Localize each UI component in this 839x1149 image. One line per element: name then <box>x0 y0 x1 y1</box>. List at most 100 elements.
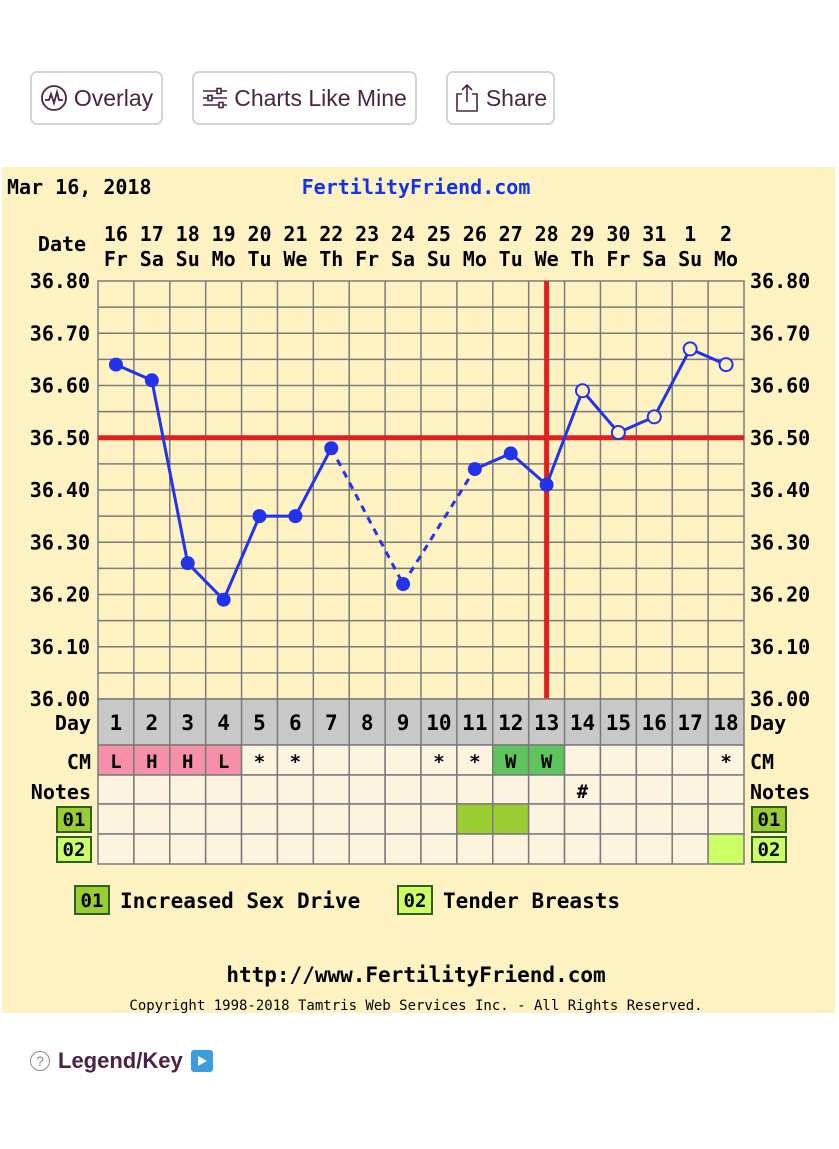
symptom-01-cell <box>204 803 243 835</box>
symptom-01-cell <box>599 803 638 835</box>
cm-cell <box>240 744 279 776</box>
weekday-label: Tu <box>499 247 523 271</box>
weekday-label: Fr <box>606 247 630 271</box>
y-tick-label-right: 36.40 <box>750 478 810 502</box>
symptom-01-cell <box>384 803 422 835</box>
chart-date: Mar 16, 2018 <box>7 175 152 199</box>
sliders-icon <box>202 86 228 110</box>
y-tick-label-left: 36.60 <box>30 374 90 398</box>
notes-cell <box>635 774 673 805</box>
cm-value: * <box>254 751 265 773</box>
cm-value: H <box>182 751 193 773</box>
temp-segment <box>186 562 225 601</box>
symptom-01-cell <box>671 803 709 835</box>
day-number: 15 <box>606 711 631 735</box>
day-number: 17 <box>678 711 703 735</box>
temp-point-open <box>646 409 662 425</box>
y-tick-label-right: 36.70 <box>750 321 810 345</box>
legend-01-code: 01 <box>81 890 104 912</box>
symptom-01-cell <box>312 803 350 835</box>
cm-row-label-right: CM <box>750 750 774 774</box>
date-label: 16 <box>104 222 128 246</box>
weekday-label: Th <box>570 247 594 271</box>
play-icon <box>190 1050 213 1072</box>
symptom-02-cell <box>276 833 315 865</box>
weekday-label: Sa <box>391 247 415 271</box>
weekday-label: Fr <box>104 247 128 271</box>
cm-cell <box>97 744 135 776</box>
cm-cell <box>563 744 602 776</box>
symptom-01-cell <box>456 803 494 835</box>
symptom-01-cell <box>420 803 458 835</box>
notes-cell <box>276 774 315 805</box>
day-number: 16 <box>642 711 667 735</box>
cm-cell <box>707 744 745 776</box>
symptom-02-cell <box>527 833 566 865</box>
legend-key-link[interactable]: ? Legend/Key <box>30 1046 213 1076</box>
temp-point <box>503 446 518 461</box>
notes-cell <box>312 774 350 805</box>
charts-like-mine-button[interactable]: Charts Like Mine <box>192 71 417 125</box>
temp-segment <box>401 468 477 585</box>
date-label: 1 <box>684 222 696 246</box>
notes-cell <box>456 774 494 805</box>
weekday-label: Mo <box>212 247 236 271</box>
y-tick-label-right: 36.80 <box>750 269 810 293</box>
y-tick-label-right: 36.30 <box>750 530 810 554</box>
symptom-02-cell <box>456 833 494 865</box>
y-tick-label-right: 36.00 <box>750 687 810 711</box>
notes-cell <box>527 774 566 805</box>
symptom-01-cell <box>240 803 279 835</box>
day-number: 14 <box>570 711 595 735</box>
cm-row-label-left: CM <box>67 750 91 774</box>
temp-segment <box>509 452 548 486</box>
weekday-label: Mo <box>714 247 738 271</box>
temp-point <box>252 509 267 524</box>
notes-cell <box>169 774 207 805</box>
overlay-button[interactable]: Overlay <box>30 71 163 125</box>
notes-cell <box>707 774 745 805</box>
symptom-02-cell <box>169 833 207 865</box>
day-number: 2 <box>146 711 159 735</box>
cm-cell <box>133 744 171 776</box>
weekday-label: Su <box>176 247 200 271</box>
notes-cell <box>563 774 602 805</box>
symptom-02-badge-right-code: 02 <box>758 839 781 861</box>
cm-value: W <box>505 751 517 773</box>
cm-value: * <box>290 751 301 773</box>
temp-segment <box>652 348 692 418</box>
day-number: 3 <box>181 711 194 735</box>
cm-cell <box>312 744 350 776</box>
y-tick-label-left: 36.10 <box>30 635 90 659</box>
notes-cell <box>384 774 422 805</box>
weekday-label: We <box>535 247 559 271</box>
symptom-01-cell <box>635 803 673 835</box>
legend-02-badge <box>397 885 433 915</box>
symptom-01-cell <box>492 803 530 835</box>
legend-key-label: Legend/Key <box>58 1048 183 1073</box>
cm-value: L <box>218 751 229 773</box>
help-icon: ? <box>30 1051 50 1071</box>
day-row-label-right: Day <box>750 711 786 735</box>
temp-point-open <box>610 425 626 441</box>
notes-cell <box>240 774 279 805</box>
cm-cell <box>671 744 709 776</box>
temp-point <box>108 357 123 372</box>
symptom-01-cell <box>527 803 566 835</box>
y-tick-label-right: 36.10 <box>750 635 810 659</box>
cm-value: * <box>469 751 480 773</box>
day-number: 13 <box>534 711 559 735</box>
share-button[interactable]: Share <box>446 71 555 125</box>
notes-cell <box>671 774 709 805</box>
footer-url: http://www.FertilityFriend.com <box>226 963 605 987</box>
cm-value: * <box>720 751 731 773</box>
cm-value: H <box>146 751 157 773</box>
day-number: 11 <box>462 711 487 735</box>
symptom-01-badge-right-code: 01 <box>758 809 781 831</box>
symptom-02-cell <box>384 833 422 865</box>
symptom-01-cell <box>348 803 386 835</box>
y-tick-label-left: 36.50 <box>30 426 90 450</box>
date-label: 25 <box>427 222 451 246</box>
date-label: 28 <box>535 222 559 246</box>
cm-value: L <box>110 751 121 773</box>
